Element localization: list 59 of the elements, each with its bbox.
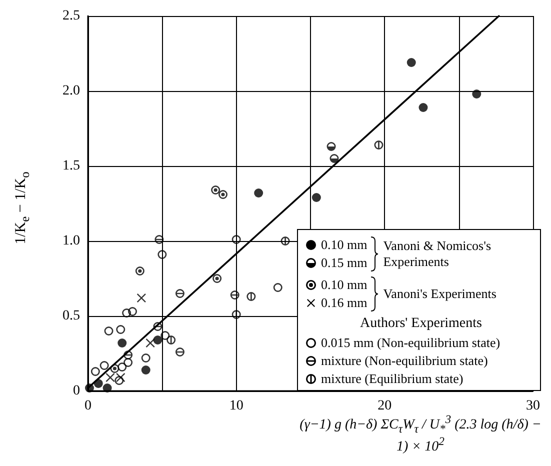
point bbox=[106, 373, 115, 382]
point bbox=[141, 366, 150, 374]
point bbox=[326, 142, 336, 151]
point bbox=[100, 361, 109, 370]
point bbox=[128, 307, 137, 316]
y-tick-label: 0 bbox=[73, 384, 80, 398]
point bbox=[254, 188, 264, 198]
legend-label: mixture (Non-equilibrium state) bbox=[321, 353, 488, 369]
point bbox=[230, 290, 240, 300]
text: (γ−1) g (h−δ) ΣC$_{τ}$W$_{τ}$ / U$_{*}$$^{3}$ (2.3 log (h/δ) − 1) × 10$^{2}$ bbox=[300, 413, 542, 456]
point bbox=[280, 236, 290, 246]
y-tick-label: 0.5 bbox=[62, 308, 80, 324]
x-tick-label: 20 bbox=[378, 398, 392, 414]
x-tick-label: 30 bbox=[526, 398, 540, 414]
y-tick-label: 2.5 bbox=[62, 8, 80, 24]
point bbox=[166, 336, 176, 344]
annotation: Authors' Experiments bbox=[359, 316, 483, 332]
point bbox=[158, 250, 167, 259]
point bbox=[135, 266, 144, 276]
point bbox=[114, 376, 124, 385]
y-tick-label: 2.0 bbox=[62, 84, 80, 98]
point bbox=[273, 283, 282, 292]
legend-label: 0.10 mm bbox=[321, 277, 368, 293]
legend-label: 0.015 mm (Non-equilibrium state) bbox=[321, 335, 500, 351]
point bbox=[232, 310, 241, 319]
point bbox=[212, 274, 222, 283]
point bbox=[102, 384, 112, 392]
legend-label: 0.10 mm bbox=[321, 237, 368, 253]
annotation: Vanoni & Nomicos's Experiments bbox=[383, 238, 492, 270]
point bbox=[246, 292, 256, 301]
y-tick-label: 1.0 bbox=[62, 234, 80, 248]
legend-label: mixture (Equilibrium state) bbox=[321, 371, 464, 387]
point bbox=[330, 154, 339, 163]
point bbox=[136, 294, 146, 302]
annotation: Vanoni's Experiments bbox=[383, 286, 496, 302]
point bbox=[175, 289, 184, 298]
legend-label: 0.16 mm bbox=[321, 295, 368, 311]
point bbox=[141, 354, 150, 362]
point bbox=[118, 362, 127, 372]
point bbox=[104, 326, 114, 336]
point bbox=[374, 140, 384, 150]
legend-label: 0.15 mm bbox=[321, 255, 368, 271]
point bbox=[154, 235, 164, 244]
y-tick-label: 1.5 bbox=[62, 158, 80, 174]
point bbox=[153, 336, 162, 344]
point bbox=[146, 338, 155, 348]
point bbox=[116, 325, 126, 334]
x-tick-label: 0 bbox=[84, 398, 92, 414]
point bbox=[118, 338, 127, 348]
point bbox=[312, 193, 321, 202]
point bbox=[406, 58, 416, 67]
point bbox=[211, 186, 220, 194]
point bbox=[232, 235, 241, 244]
point bbox=[472, 90, 482, 98]
point bbox=[175, 348, 184, 356]
point bbox=[218, 190, 228, 199]
point bbox=[90, 367, 100, 376]
point bbox=[418, 103, 428, 112]
x-tick-label: 10 bbox=[229, 398, 244, 414]
